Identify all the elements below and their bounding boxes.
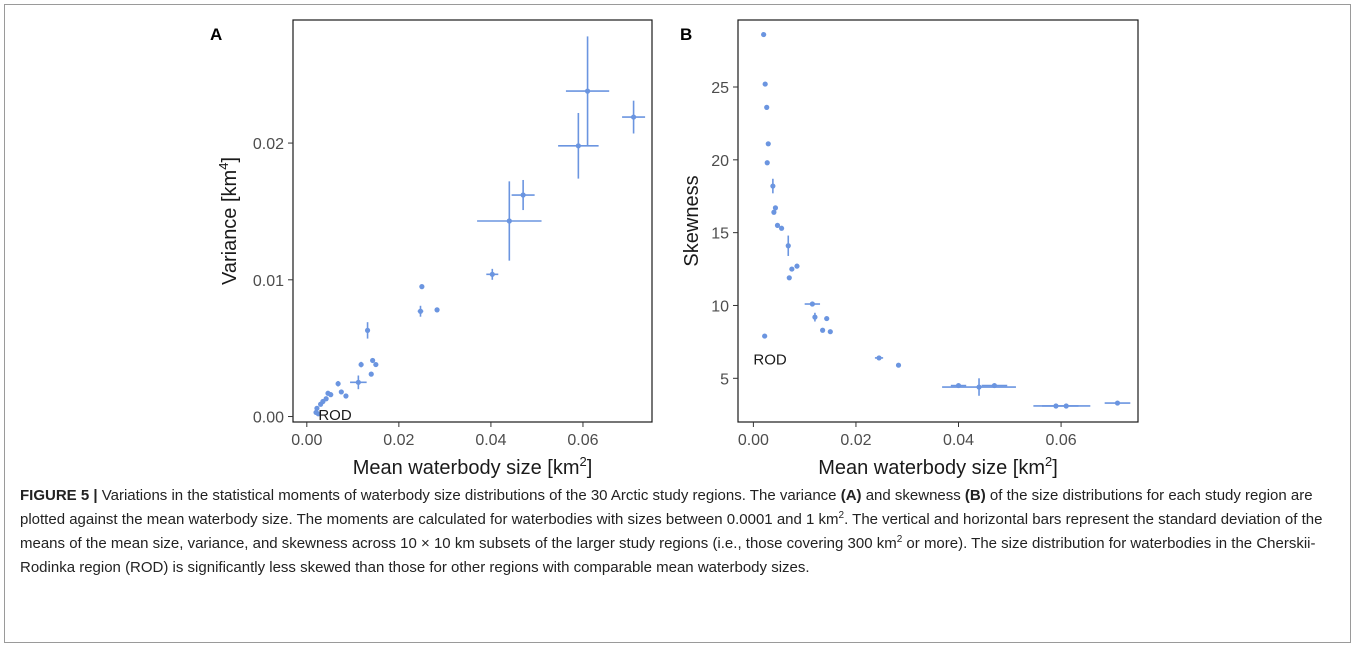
data-point: [761, 31, 767, 38]
data-point: [1063, 403, 1069, 409]
figure-caption: FIGURE 5 | Variations in the statistical…: [20, 484, 1340, 580]
data-point: [417, 308, 424, 314]
caption-segment: (A): [840, 487, 862, 504]
data-point: [364, 327, 371, 333]
x-tick-label: 0.00: [291, 432, 322, 449]
y-axis-title-sup: 4: [216, 163, 231, 170]
data-point: [770, 183, 776, 189]
data-point: [630, 114, 637, 120]
data-point: [373, 361, 379, 368]
data-point: [820, 327, 826, 333]
data-point: [315, 411, 321, 417]
y-axis-title: Variance [km4]: [216, 157, 241, 285]
caption-segment: of the size distributions for each study…: [20, 487, 1313, 528]
x-axis-title-sup: 2: [579, 454, 586, 469]
x-tick-label: 0.04: [943, 432, 974, 449]
data-point: [489, 271, 495, 277]
y-tick-label: 25: [711, 80, 729, 97]
data-point: [762, 333, 768, 339]
x-tick-label: 0.02: [383, 432, 414, 449]
data-point: [809, 301, 815, 307]
y-tick-label: 20: [711, 153, 729, 170]
data-point: [343, 393, 349, 399]
data-point: [824, 315, 830, 322]
x-axis-title-end: ]: [1052, 457, 1058, 479]
data-point: [575, 143, 581, 149]
data-point: [370, 357, 376, 364]
data-point: [789, 266, 795, 272]
x-tick-label: 0.04: [475, 432, 506, 449]
panel-label: B: [680, 25, 692, 44]
data-point: [976, 384, 982, 390]
x-tick-label: 0.02: [840, 432, 871, 449]
panel-a-variance-chart: A 0.00 0.02 0.04 0.06 0.00 0.01 0.02 Mean waterb…: [210, 19, 653, 479]
data-point: [328, 392, 334, 398]
data-point: [764, 104, 770, 110]
data-point: [778, 225, 785, 231]
plot-frame: [292, 19, 653, 423]
x-tick-label: 0.06: [1046, 432, 1077, 449]
data-point: [1114, 400, 1121, 406]
y-axis-title: Skewness: [681, 175, 703, 266]
caption-segment: Variations in the statistical moments of…: [101, 487, 841, 504]
data-point: [323, 396, 329, 402]
caption-segment: 2: [838, 510, 845, 521]
data-point: [358, 361, 364, 368]
caption-segment: . The vertical and horizontal bars repre…: [20, 511, 1323, 552]
data-point: [895, 362, 902, 368]
caption-text: Variations in the statistical moments of…: [20, 487, 1322, 576]
figure-charts: A 0.00 0.02 0.04 0.06 0.00 0.01 0.02 Mean waterb…: [210, 19, 1139, 479]
y-axis-title-end: ]: [219, 157, 241, 163]
x-axis-title: Mean waterbody size [km2]: [353, 454, 593, 479]
data-point: [785, 243, 791, 249]
figure-label: FIGURE 5 |: [20, 487, 98, 504]
x-axis-title-end: ]: [587, 457, 593, 479]
data-point: [314, 405, 320, 411]
y-tick-label: 5: [720, 371, 729, 388]
data-point: [786, 275, 792, 281]
rod-annotation: ROD: [318, 407, 352, 424]
data-point: [335, 381, 341, 387]
data-point: [774, 222, 781, 228]
data-point: [338, 389, 344, 395]
x-axis-title: Mean waterbody size [km2]: [818, 454, 1058, 479]
data-point: [355, 379, 361, 385]
data-point: [771, 209, 777, 215]
data-point: [764, 160, 770, 166]
y-tick-label: 10: [711, 298, 729, 315]
data-point: [520, 192, 526, 198]
rod-annotation: ROD: [753, 351, 787, 368]
data-point: [772, 205, 779, 211]
panel-b-skewness-chart: B 0.00 0.02 0.04 0.06 5 10 15 20 25 Mean waterbody…: [680, 19, 1139, 479]
x-tick-label: 0.00: [738, 432, 769, 449]
data-point: [368, 371, 374, 377]
y-tick-label: 0.00: [253, 410, 284, 427]
plot-frame: [737, 19, 1139, 423]
caption-segment: (B): [964, 487, 986, 504]
caption-segment: 2: [896, 534, 903, 545]
figure-frame: [4, 4, 1351, 643]
data-point: [827, 329, 833, 335]
x-axis-title-sup: 2: [1045, 454, 1052, 469]
caption-segment: and skewness: [861, 487, 965, 504]
data-point: [765, 141, 771, 147]
data-point: [876, 355, 882, 361]
data-point: [762, 81, 768, 87]
data-point: [506, 218, 512, 224]
data-point: [434, 307, 440, 313]
data-point: [812, 314, 818, 320]
panel-label: A: [210, 25, 222, 44]
data-point: [794, 263, 800, 269]
caption-segment: or more). The size distribution for wate…: [20, 535, 1316, 576]
data-point: [991, 382, 998, 389]
data-point: [584, 88, 591, 94]
y-tick-label: 0.01: [253, 273, 284, 290]
data-point: [419, 284, 425, 290]
y-tick-label: 15: [711, 226, 729, 243]
y-tick-label: 0.02: [253, 136, 284, 153]
x-tick-label: 0.06: [567, 432, 598, 449]
